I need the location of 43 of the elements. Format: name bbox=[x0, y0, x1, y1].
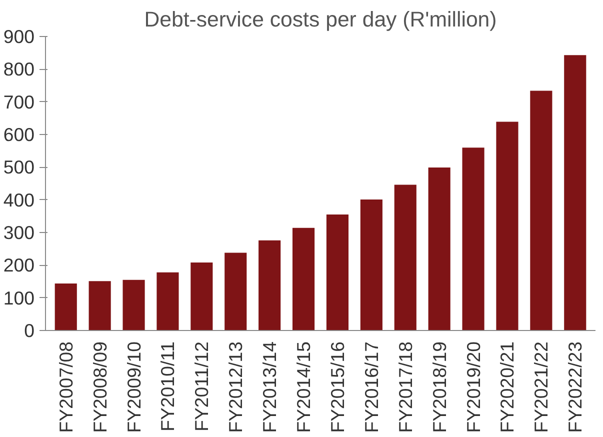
chart-title: Debt-service costs per day (R'million) bbox=[144, 8, 497, 32]
y-tick-label: 100 bbox=[3, 287, 35, 308]
bar bbox=[462, 148, 484, 330]
bar bbox=[190, 262, 213, 330]
y-tick-label: 900 bbox=[3, 26, 35, 47]
y-tick-label: 300 bbox=[3, 222, 35, 243]
x-tick-label: FY2007/08 bbox=[55, 341, 76, 433]
y-tick-label: 200 bbox=[3, 254, 35, 276]
x-tick-label: FY2011/12 bbox=[191, 341, 212, 432]
bar bbox=[258, 240, 281, 330]
y-tick-label: 500 bbox=[3, 156, 35, 178]
y-tick-label: 400 bbox=[3, 189, 35, 210]
bar bbox=[530, 90, 552, 330]
y-tick-label: 0 bbox=[24, 320, 35, 341]
bar bbox=[564, 55, 586, 330]
bar bbox=[326, 214, 349, 330]
x-tick-label: FY2012/13 bbox=[225, 341, 246, 433]
bar bbox=[224, 252, 247, 330]
x-tick-label: FY2018/19 bbox=[428, 341, 450, 433]
bar bbox=[54, 283, 77, 330]
bar bbox=[496, 122, 518, 330]
bar bbox=[394, 184, 416, 330]
x-tick-label: FY2017/18 bbox=[394, 341, 416, 433]
x-tick-label: FY2013/14 bbox=[259, 341, 280, 433]
x-tick-label: FY2021/22 bbox=[530, 341, 552, 433]
x-tick-label: FY2020/21 bbox=[496, 341, 518, 433]
x-tick-label: FY2009/10 bbox=[123, 341, 144, 433]
x-tick-label: FY2014/15 bbox=[293, 341, 314, 433]
y-tick-label: 600 bbox=[3, 124, 35, 145]
x-tick-label: FY2010/11 bbox=[157, 341, 178, 432]
x-tick-label: FY2015/16 bbox=[326, 341, 348, 433]
bar bbox=[292, 228, 315, 330]
bar bbox=[360, 200, 382, 330]
bar bbox=[122, 280, 145, 330]
bar bbox=[88, 281, 111, 330]
x-tick-label: FY2019/20 bbox=[462, 341, 484, 433]
bar bbox=[428, 167, 450, 330]
y-tick-label: 800 bbox=[3, 58, 35, 80]
x-tick-label: FY2008/09 bbox=[89, 341, 110, 433]
x-tick-label: FY2022/23 bbox=[564, 341, 586, 433]
x-tick-label: FY2016/17 bbox=[360, 341, 382, 433]
bar bbox=[156, 272, 179, 330]
y-tick-label: 700 bbox=[3, 91, 35, 112]
